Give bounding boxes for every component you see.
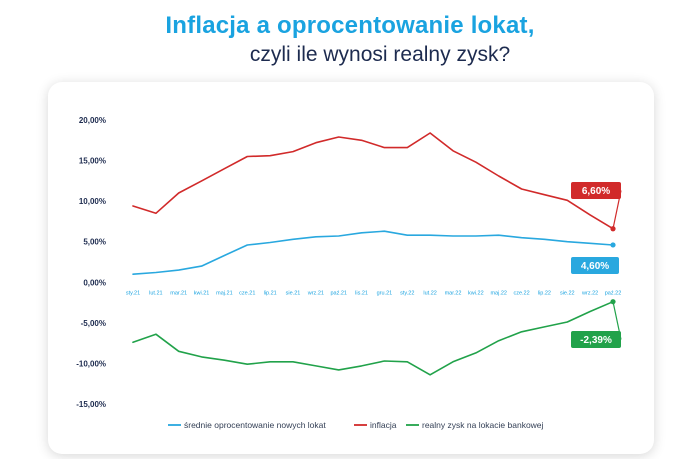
chart-title: Inflacja a oprocentowanie lokat, bbox=[165, 12, 535, 39]
y-tick-label: 20,00% bbox=[79, 116, 106, 125]
x-tick-label: kwi.22 bbox=[468, 290, 484, 296]
x-tick-label: wrz.22 bbox=[581, 290, 598, 296]
legend-label: inflacja bbox=[370, 420, 397, 430]
title-block: Inflacja a oprocentowanie lokat, czyli i… bbox=[0, 12, 700, 68]
series-line-3 bbox=[132, 300, 614, 376]
x-tick-label: paź.21 bbox=[330, 290, 347, 296]
value-badge-label: 6,60% bbox=[582, 186, 610, 197]
x-tick-label: mar.22 bbox=[445, 290, 462, 296]
y-tick-label: 5,00% bbox=[83, 238, 106, 247]
value-badge-label: -2,39% bbox=[580, 335, 612, 346]
x-tick-label: sie.21 bbox=[286, 290, 301, 296]
x-tick-label: sty.21 bbox=[126, 290, 140, 296]
series-line-1 bbox=[132, 230, 614, 275]
y-tick-label: 15,00% bbox=[79, 157, 106, 166]
chart-card: 20,00% 15,00% 10,00% 5,00% 0,00% -5,00% -10,00… bbox=[48, 82, 654, 454]
x-tick-label: wrz.21 bbox=[307, 290, 324, 296]
y-tick-label: -15,00% bbox=[76, 400, 106, 409]
x-tick-label: sty.22 bbox=[400, 290, 414, 296]
legend: średnie oprocentowanie nowych lokat infla… bbox=[168, 420, 544, 430]
x-tick-label: kwi.21 bbox=[194, 290, 210, 296]
x-tick-label: lip.21 bbox=[264, 290, 277, 296]
series-line-2 bbox=[132, 132, 614, 230]
line-chart: 20,00% 15,00% 10,00% 5,00% 0,00% -5,00% -10,00… bbox=[76, 116, 622, 430]
legend-label: realny zysk na lokacie bankowej bbox=[422, 420, 544, 430]
x-tick-label: lis.21 bbox=[355, 290, 368, 296]
x-tick-label: cze.21 bbox=[239, 290, 255, 296]
x-tick-label: maj.22 bbox=[490, 290, 507, 296]
y-tick-label: -5,00% bbox=[81, 319, 106, 328]
legend-label: średnie oprocentowanie nowych lokat bbox=[184, 420, 326, 430]
value-badge bbox=[571, 331, 621, 348]
value-badge-label: 4,60% bbox=[581, 261, 609, 272]
x-tick-label: lip.22 bbox=[538, 290, 551, 296]
end-labels: 6,60% 4,60% -2,39% bbox=[571, 182, 622, 348]
y-tick-label: -10,00% bbox=[76, 359, 106, 368]
x-tick-label: maj.21 bbox=[216, 290, 233, 296]
x-tick-label: lut.22 bbox=[423, 290, 436, 296]
x-tick-label: lut.21 bbox=[149, 290, 162, 296]
value-badge bbox=[571, 257, 619, 274]
series-end-point-1 bbox=[610, 242, 616, 248]
series-lines bbox=[132, 132, 616, 376]
x-tick-label: mar.21 bbox=[170, 290, 187, 296]
x-axis: sty.21 lut.21 mar.21 kwi.21 maj.21 cze.21 lip.… bbox=[126, 290, 621, 296]
value-badge bbox=[571, 182, 621, 199]
y-axis: 20,00% 15,00% 10,00% 5,00% 0,00% -5,00% -10,00… bbox=[76, 116, 106, 409]
x-tick-label: gru.21 bbox=[377, 290, 393, 296]
x-tick-label: sie.22 bbox=[560, 290, 575, 296]
x-tick-label: cze.22 bbox=[513, 290, 529, 296]
y-tick-label: 10,00% bbox=[79, 197, 106, 206]
chart-subtitle: czyli ile wynosi realny zysk? bbox=[249, 43, 511, 66]
x-tick-label: paź.22 bbox=[605, 290, 622, 296]
y-tick-label: 0,00% bbox=[83, 278, 106, 287]
